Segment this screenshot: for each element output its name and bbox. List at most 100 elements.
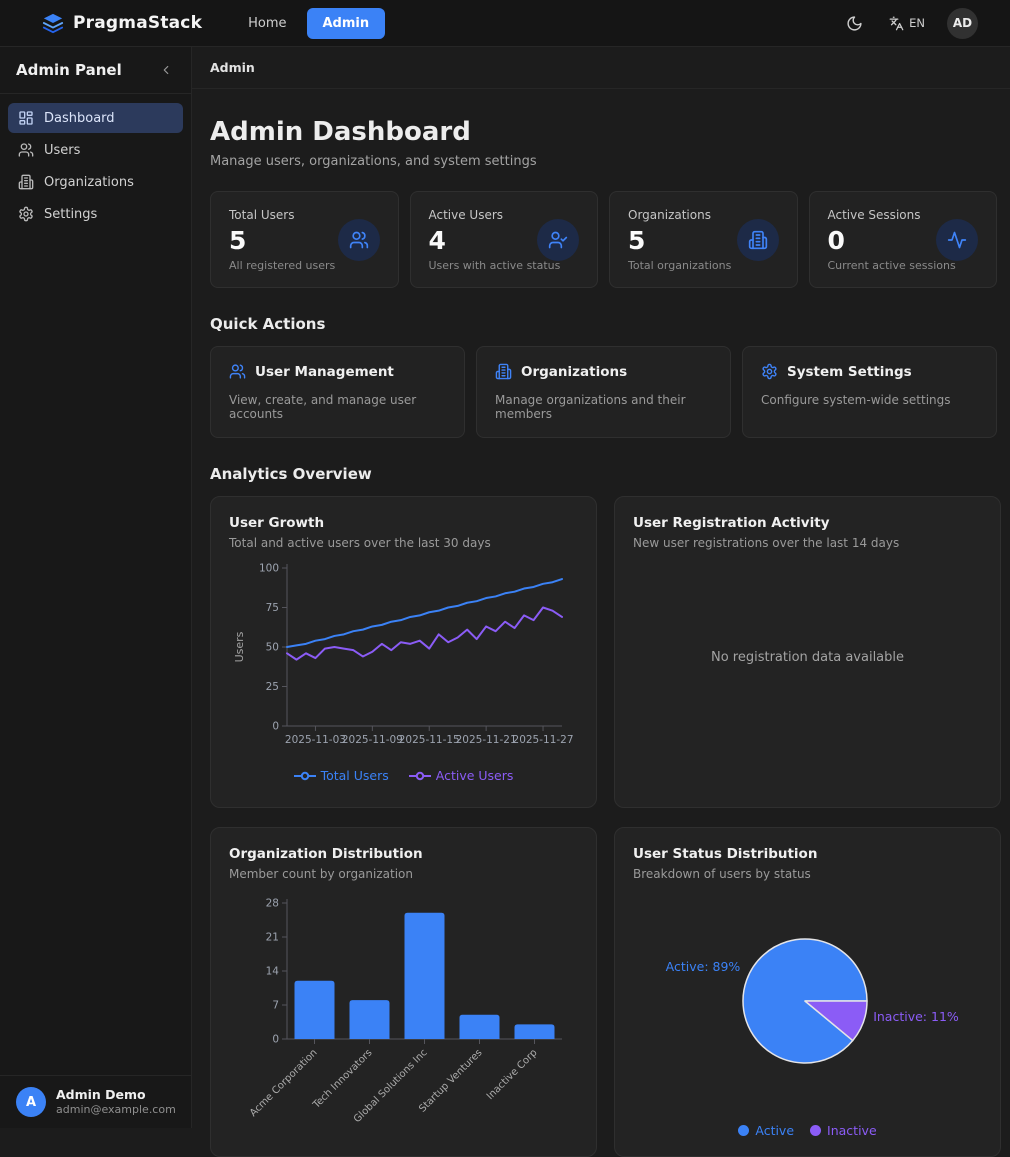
quick-actions-heading: Quick Actions bbox=[210, 315, 997, 333]
action-card-system-settings[interactable]: System Settings Configure system-wide se… bbox=[742, 346, 997, 438]
sidebar-item-label: Users bbox=[44, 143, 80, 158]
legend-dot-icon bbox=[738, 1125, 749, 1136]
user-menu-avatar[interactable]: AD bbox=[947, 8, 978, 39]
chart-subtitle: New user registrations over the last 14 … bbox=[633, 536, 982, 550]
avatar: A bbox=[16, 1087, 46, 1117]
sidebar-item-settings[interactable]: Settings bbox=[8, 199, 183, 229]
page-subtitle: Manage users, organizations, and system … bbox=[210, 154, 997, 169]
svg-text:0: 0 bbox=[272, 721, 279, 733]
language-label: EN bbox=[909, 16, 925, 30]
nav-link-home[interactable]: Home bbox=[238, 9, 296, 38]
svg-text:0: 0 bbox=[272, 1034, 279, 1046]
chevron-left-icon bbox=[159, 63, 173, 77]
sidebar-item-organizations[interactable]: Organizations bbox=[8, 167, 183, 197]
svg-text:Acme Corporation: Acme Corporation bbox=[248, 1047, 320, 1119]
action-card-user-management[interactable]: User Management View, create, and manage… bbox=[210, 346, 465, 438]
users-icon bbox=[229, 363, 246, 380]
analytics-heading: Analytics Overview bbox=[210, 465, 997, 483]
svg-text:Inactive Corp: Inactive Corp bbox=[485, 1047, 540, 1102]
action-description: View, create, and manage user accounts bbox=[229, 393, 446, 421]
svg-text:25: 25 bbox=[266, 681, 279, 693]
stat-card-active-users: Active Users 4 Users with active status bbox=[410, 191, 599, 288]
legend-item: Total Users bbox=[294, 768, 389, 783]
sidebar-nav: Dashboard Users Organizations Settings bbox=[0, 94, 191, 1075]
chart-subtitle: Breakdown of users by status bbox=[633, 867, 982, 881]
legend-item: Inactive bbox=[810, 1123, 877, 1138]
svg-text:28: 28 bbox=[266, 898, 279, 910]
moon-icon bbox=[846, 15, 863, 32]
sidebar-item-label: Dashboard bbox=[44, 111, 115, 126]
svg-text:Active: 89%: Active: 89% bbox=[666, 959, 741, 974]
gear-icon bbox=[18, 206, 34, 222]
chart-title: Organization Distribution bbox=[229, 846, 578, 862]
collapse-sidebar-button[interactable] bbox=[157, 61, 175, 79]
user-check-icon bbox=[548, 230, 568, 250]
org-distribution-card: Organization Distribution Member count b… bbox=[210, 827, 597, 1157]
stat-card-total-users: Total Users 5 All registered users bbox=[210, 191, 399, 288]
gear-icon bbox=[761, 363, 778, 380]
action-description: Configure system-wide settings bbox=[761, 393, 978, 407]
user-email: admin@example.com bbox=[56, 1103, 176, 1117]
svg-text:50: 50 bbox=[266, 642, 279, 654]
action-title: Organizations bbox=[521, 364, 627, 380]
svg-text:100: 100 bbox=[259, 563, 279, 575]
svg-text:2025-11-15: 2025-11-15 bbox=[399, 734, 460, 746]
sidebar-item-users[interactable]: Users bbox=[8, 135, 183, 165]
sidebar-item-label: Settings bbox=[44, 207, 97, 222]
languages-icon bbox=[889, 16, 904, 31]
action-card-organizations[interactable]: Organizations Manage organizations and t… bbox=[476, 346, 731, 438]
user-growth-card: User Growth Total and active users over … bbox=[210, 496, 597, 808]
top-navbar: PragmaStack Home Admin EN AD bbox=[0, 0, 1010, 47]
svg-text:2025-11-21: 2025-11-21 bbox=[456, 734, 517, 746]
legend-dot-icon bbox=[810, 1125, 821, 1136]
layers-logo-icon bbox=[42, 12, 64, 34]
legend-line-icon bbox=[409, 771, 431, 781]
theme-toggle-button[interactable] bbox=[842, 11, 867, 36]
chart-subtitle: Total and active users over the last 30 … bbox=[229, 536, 578, 550]
main-content: Admin Admin Dashboard Manage users, orga… bbox=[192, 47, 1010, 1157]
building-icon bbox=[495, 363, 512, 380]
user-growth-line-chart: 02550751002025-11-032025-11-092025-11-15… bbox=[229, 560, 578, 760]
user-status-card: User Status Distribution Breakdown of us… bbox=[614, 827, 1001, 1157]
action-description: Manage organizations and their members bbox=[495, 393, 712, 421]
breadcrumb-bar: Admin bbox=[192, 47, 1010, 89]
svg-text:Tech Innovators: Tech Innovators bbox=[310, 1047, 374, 1111]
nav-links: Home Admin bbox=[238, 8, 385, 39]
users-icon bbox=[349, 230, 369, 250]
sidebar-item-dashboard[interactable]: Dashboard bbox=[8, 103, 183, 133]
nav-right: EN AD bbox=[842, 8, 978, 39]
building-icon bbox=[748, 230, 768, 250]
quick-actions-grid: User Management View, create, and manage… bbox=[210, 346, 997, 438]
svg-text:2025-11-27: 2025-11-27 bbox=[513, 734, 574, 746]
sidebar-header: Admin Panel bbox=[0, 47, 191, 94]
action-title: System Settings bbox=[787, 364, 912, 380]
charts-grid: User Growth Total and active users over … bbox=[210, 496, 997, 1157]
nav-link-admin[interactable]: Admin bbox=[307, 8, 386, 39]
admin-sidebar: Admin Panel Dashboard Users Organizati bbox=[0, 47, 192, 1128]
svg-text:7: 7 bbox=[272, 1000, 279, 1012]
svg-text:Startup Ventures: Startup Ventures bbox=[417, 1047, 484, 1114]
user-status-pie-chart: Active: 89% Inactive: 11% bbox=[633, 891, 982, 1107]
sidebar-user-card[interactable]: A Admin Demo admin@example.com bbox=[0, 1075, 191, 1128]
chart-title: User Growth bbox=[229, 515, 578, 531]
building-icon bbox=[18, 174, 34, 190]
activity-icon bbox=[947, 230, 967, 250]
empty-state-message: No registration data available bbox=[633, 550, 982, 765]
users-icon bbox=[18, 142, 34, 158]
stats-grid: Total Users 5 All registered users Activ… bbox=[210, 191, 997, 288]
user-status-legend: Active Inactive bbox=[633, 1123, 982, 1138]
user-growth-legend: Total Users Active Users bbox=[229, 768, 578, 783]
legend-item: Active Users bbox=[409, 768, 514, 783]
breadcrumb[interactable]: Admin bbox=[210, 60, 255, 75]
svg-text:14: 14 bbox=[266, 966, 280, 978]
brand[interactable]: PragmaStack bbox=[42, 12, 202, 34]
stat-card-organizations: Organizations 5 Total organizations bbox=[609, 191, 798, 288]
legend-line-icon bbox=[294, 771, 316, 781]
chart-title: User Registration Activity bbox=[633, 515, 982, 531]
sidebar-title: Admin Panel bbox=[16, 61, 122, 79]
legend-item: Active bbox=[738, 1123, 794, 1138]
svg-text:Inactive: 11%: Inactive: 11% bbox=[873, 1009, 959, 1024]
language-switcher-button[interactable]: EN bbox=[885, 12, 929, 35]
action-title: User Management bbox=[255, 364, 394, 380]
